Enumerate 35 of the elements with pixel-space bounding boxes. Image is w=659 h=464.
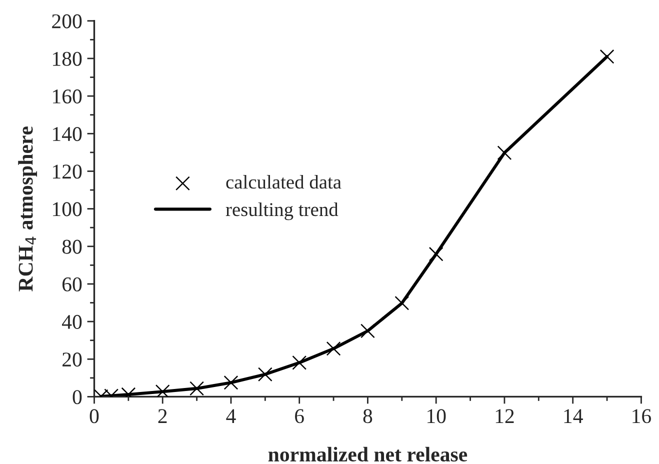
y-tick-label: 100 [53,202,82,216]
point [258,367,272,382]
point [428,246,444,262]
y-tick-label: 120 [53,164,82,179]
x-tick-label: 6 [295,409,304,424]
x-tick-label: 8 [363,409,372,424]
legend-label: resulting trend [226,202,338,220]
point [600,49,614,64]
x-tick-label: 12 [496,409,514,423]
point [326,341,341,356]
x-tick-label: 16 [632,409,651,424]
y-tick-label: 180 [53,52,82,66]
y-tick-label: 0 [72,390,82,404]
point [155,384,170,397]
x-tick-label: 10 [428,409,446,424]
point [394,296,410,310]
point [360,324,375,338]
x-tick-label: 0 [90,409,99,424]
y-tick-label: 200 [52,14,82,28]
point [224,375,238,390]
point [190,381,204,396]
y-tick-label: 140 [53,127,82,142]
x-axis-title: normalized net release [268,446,468,462]
y-axis-title: RCH$_{4}$ atmosphere [18,126,38,292]
point [292,355,307,370]
y-tick-label: 80 [62,240,82,254]
y-tick-label: 20 [62,352,82,367]
y-tick-label: 60 [62,277,82,292]
legend-label: calculated data [226,175,342,189]
y-tick-label: 40 [62,314,82,329]
x-tick-label: 2 [158,409,167,423]
y-tick-label: 160 [53,89,82,104]
point [497,146,512,160]
x-tick-label: 4 [226,409,236,423]
x-tick-label: 14 [564,409,583,423]
